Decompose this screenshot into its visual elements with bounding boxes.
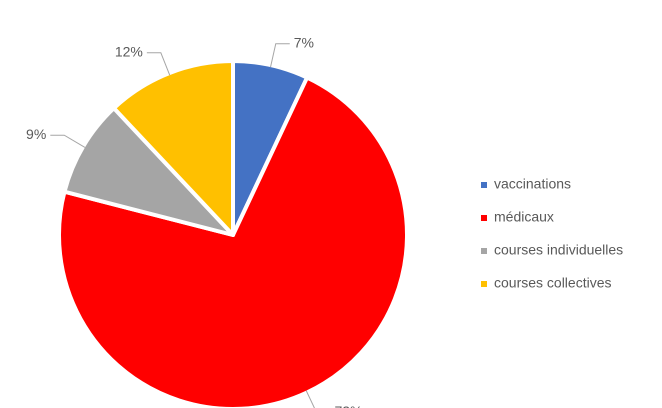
legend-marker bbox=[481, 248, 487, 254]
data-label: 7% bbox=[294, 34, 314, 50]
leader-line bbox=[270, 43, 290, 68]
legend-marker bbox=[481, 281, 487, 287]
data-label: 72% bbox=[334, 403, 362, 408]
legend: vaccinations médicaux courses individuelle… bbox=[481, 176, 623, 291]
legend-marker bbox=[481, 215, 487, 221]
legend-label: courses collectives bbox=[494, 275, 612, 291]
data-label: 12% bbox=[115, 43, 143, 59]
data-label: 9% bbox=[26, 126, 46, 142]
legend-label: courses individuelles bbox=[494, 242, 623, 258]
legend-label: vaccinations bbox=[494, 176, 571, 192]
leader-line bbox=[146, 52, 171, 76]
pie: 7% 72% 9% 12% bbox=[26, 34, 409, 408]
legend-marker bbox=[481, 182, 487, 188]
legend-label: médicaux bbox=[494, 209, 554, 225]
leader-line bbox=[50, 134, 86, 148]
leader-line bbox=[305, 390, 315, 408]
